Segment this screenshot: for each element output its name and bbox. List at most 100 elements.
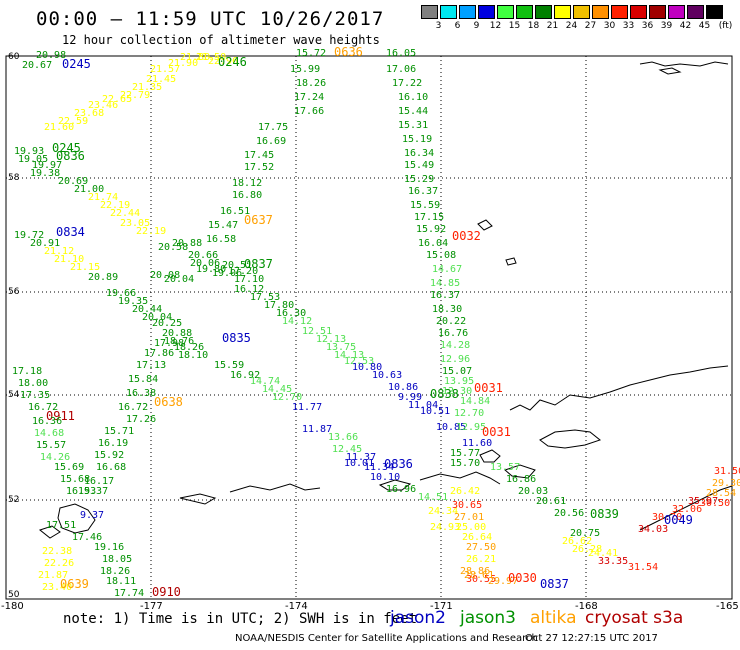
wave-height-value: 15.07: [442, 366, 472, 377]
wave-height-value: 15.71: [104, 426, 134, 437]
wave-height-value: 10.01: [344, 458, 374, 469]
wave-height-value: 10.51: [420, 406, 450, 417]
pass-time-label: 0637: [244, 213, 273, 227]
legend-swatch: [421, 5, 438, 19]
wave-height-value: 23.46: [88, 100, 118, 111]
wave-height-value: 23.40: [42, 582, 72, 593]
pass-time-label: 0639: [60, 577, 89, 591]
wave-height-value: 16.10: [398, 92, 428, 103]
pass-time-label: 0245: [52, 141, 81, 155]
map-frame: [5, 55, 733, 600]
wave-height-value: 10.10: [370, 472, 400, 483]
wave-height-value: 22.19: [100, 200, 130, 211]
wave-height-value: 28.61: [464, 570, 494, 581]
wave-height-value: 18.05: [102, 554, 132, 565]
wave-height-value: 24.34: [428, 506, 458, 517]
wave-height-value: 15.69: [54, 462, 84, 473]
wave-height-value: 17.15: [414, 212, 444, 223]
wave-height-value: 15.57: [36, 440, 66, 451]
wave-height-value: 20.69: [58, 176, 88, 187]
wave-height-value: 14.13: [334, 350, 364, 361]
sat-altika: altika: [530, 608, 577, 628]
map-subtitle: 12 hour collection of altimeter wave hei…: [62, 33, 380, 47]
wave-height-value: 31.54: [628, 562, 658, 573]
legend-unit: (ft): [718, 21, 733, 31]
legend-label: 39: [660, 21, 673, 31]
wave-height-value: 27.01: [454, 512, 484, 523]
wave-height-value: 32.06: [672, 504, 702, 515]
wave-height-value: 14.84: [460, 396, 490, 407]
wave-height-value: 23.68: [74, 108, 104, 119]
wave-height-value: 15.59: [214, 360, 244, 371]
wave-height-value: 13.57: [490, 462, 520, 473]
wave-height-value: 16.34: [404, 148, 434, 159]
wave-height-value: 17.52: [244, 162, 274, 173]
wave-height-value: 17.45: [244, 150, 274, 161]
wave-height-value: 17.06: [386, 64, 416, 75]
pass-time-label: 0910: [152, 585, 181, 599]
wave-height-value: 21.10: [54, 254, 84, 265]
wave-height-value: 34.03: [638, 524, 668, 535]
wave-height-value: 16.38: [126, 388, 156, 399]
wave-height-value: 16.51: [220, 206, 250, 217]
wave-height-value: 19.72: [14, 230, 44, 241]
legend-label: 36: [641, 21, 654, 31]
wave-height-value: 16.93: [66, 486, 96, 497]
wave-height-value: 16.68: [96, 462, 126, 473]
wave-height-value: 14.26: [40, 452, 70, 463]
wave-height-value: 17.53: [250, 292, 280, 303]
wave-height-value: 20.56: [554, 508, 584, 519]
legend-swatch: [535, 5, 552, 19]
wave-height-value: 18.11: [106, 576, 136, 587]
wave-height-value: 18.26: [296, 78, 326, 89]
wave-height-value: 12.70: [454, 408, 484, 419]
wave-height-value: 20.06: [190, 258, 220, 269]
legend-swatch: [440, 5, 457, 19]
wave-height-value: 12.96: [440, 354, 470, 365]
wave-height-value: 20.88: [172, 238, 202, 249]
wave-height-value: 14.45: [262, 384, 292, 395]
wave-height-value: 12.95: [456, 422, 486, 433]
wave-height-value: 15.08: [426, 250, 456, 261]
wave-height-value: 12.53: [344, 356, 374, 367]
sat-jason2: jason2: [390, 608, 446, 628]
lat-label: 52: [8, 495, 20, 505]
wave-height-value: 16.19: [98, 438, 128, 449]
wave-height-value: 16.36: [32, 416, 62, 427]
lat-label: 60: [8, 52, 20, 62]
wave-height-value: 20.04: [164, 274, 194, 285]
wave-height-value: 16.69: [256, 136, 286, 147]
wave-height-value: 11.34: [364, 462, 394, 473]
wave-height-value: 30.55: [466, 574, 496, 585]
pass-time-label: 0838: [430, 387, 459, 401]
legend-swatch: [592, 5, 609, 19]
lon-label: -165: [716, 601, 739, 612]
wave-height-value: 13.75: [326, 342, 356, 353]
wave-height-value: 16.72: [118, 402, 148, 413]
wave-height-value: 17.20: [228, 266, 258, 277]
wave-height-value: 20.66: [188, 250, 218, 261]
wave-height-value: 12.51: [302, 326, 332, 337]
legend-swatch: [573, 5, 590, 19]
wave-height-value: 15.19: [402, 134, 432, 145]
wave-height-value: 16.37: [430, 290, 460, 301]
sat-cryosat: cryosat s3a: [585, 608, 684, 628]
wave-height-value: 22.65: [102, 94, 132, 105]
wave-height-value: 16.04: [418, 238, 448, 249]
wave-height-value: 10.86: [388, 382, 418, 393]
legend-label: 3: [435, 21, 442, 31]
pass-time-label: 0836: [384, 457, 413, 471]
wave-height-value: 16.58: [206, 234, 236, 245]
sat-jason3: jason3: [460, 608, 516, 628]
wave-height-value: 15.72: [296, 48, 326, 59]
wave-height-value: 17.98: [154, 338, 184, 349]
legend-swatch: [478, 5, 495, 19]
wave-height-value: 22.19: [136, 226, 166, 237]
wave-height-value: 20.61: [536, 496, 566, 507]
wave-height-value: 26.62: [562, 536, 592, 547]
wave-height-value: 33.35: [598, 556, 628, 567]
wave-height-value: 17.66: [294, 106, 324, 117]
wave-height-value: 19.16: [94, 542, 124, 553]
wave-height-value: 14.85: [430, 278, 460, 289]
wave-height-value: 17.22: [392, 78, 422, 89]
